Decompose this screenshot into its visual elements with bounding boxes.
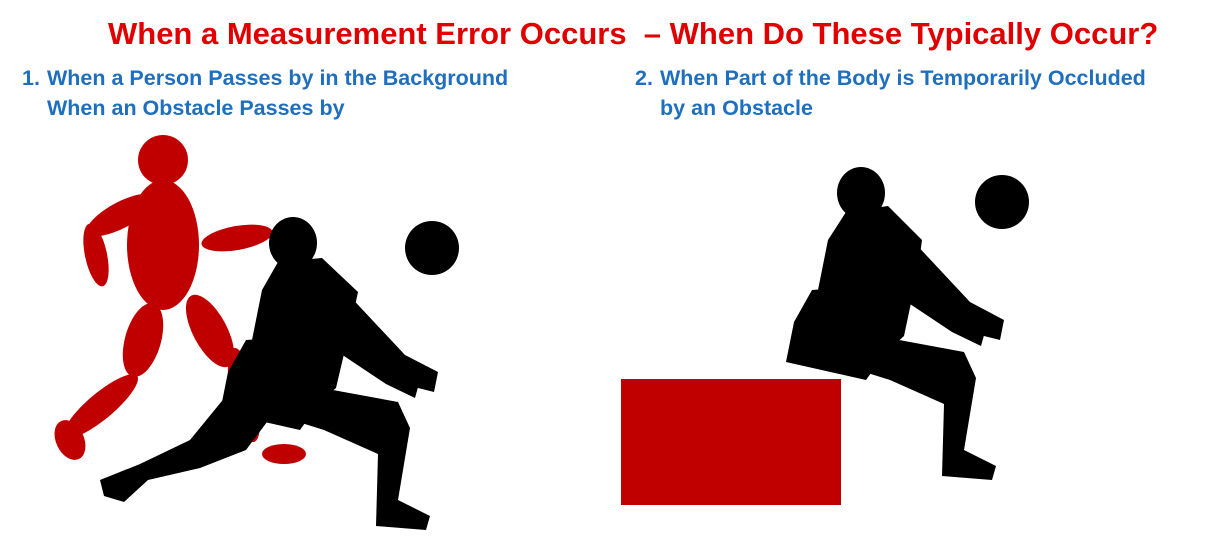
red-ellipse-person-icon <box>54 135 306 464</box>
case-1-heading: 1. When a Person Passes by in the Backgro… <box>22 63 508 123</box>
volleyball-player-silhouette-icon <box>786 167 1004 480</box>
slide-title: When a Measurement Error Occurs – When D… <box>108 16 1159 51</box>
volleyball-player-silhouette-icon <box>100 217 438 530</box>
volleyball-icon <box>975 175 1029 229</box>
case-2-line-1: When Part of the Body is Temporarily Occ… <box>660 66 1146 90</box>
case-2-number: 2. <box>635 66 653 90</box>
red-rectangle-obstacle-icon <box>621 379 841 505</box>
case-1-number: 1. <box>22 66 40 90</box>
case-1-line-1: When a Person Passes by in the Backgroun… <box>47 66 509 90</box>
case-2-line-2: by an Obstacle <box>660 96 813 120</box>
case-1-line-2: When an Obstacle Passes by <box>47 96 345 120</box>
volleyball-icon <box>405 221 459 275</box>
case-2-heading: 2. When Part of the Body is Temporarily O… <box>635 63 1146 123</box>
